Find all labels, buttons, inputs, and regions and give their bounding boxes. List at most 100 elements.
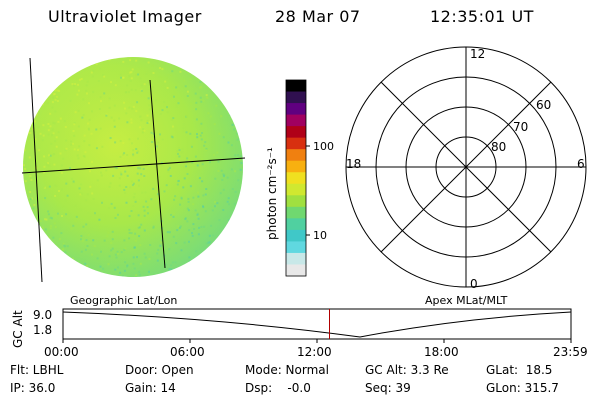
time-tick-2359: 23:59: [553, 345, 588, 359]
speckle-dot: [137, 179, 140, 182]
altitude-frame: [62, 308, 572, 340]
speckle-dot: [179, 225, 182, 228]
speckle-dot: [237, 96, 240, 99]
speckle-dot: [132, 182, 135, 185]
door-status: Door: Open: [125, 363, 194, 377]
speckle-dot: [158, 75, 161, 78]
speckle-dot: [117, 213, 119, 216]
speckle-dot: [178, 149, 181, 152]
speckle-dot: [161, 109, 164, 112]
speckle-dot: [64, 149, 67, 152]
speckle-dot: [31, 64, 34, 67]
speckle-dot: [128, 237, 131, 240]
speckle-dot: [193, 100, 196, 103]
speckle-dot: [53, 222, 56, 225]
speckle-dot: [188, 229, 191, 232]
speckle-dot: [46, 60, 48, 63]
speckle-dot: [184, 218, 187, 221]
speckle-dot: [174, 261, 177, 264]
speckle-dot: [215, 104, 218, 107]
speckle-dot: [125, 201, 128, 204]
colorbar-band: [286, 149, 306, 162]
speckle-dot: [198, 132, 201, 135]
speckle-dot: [193, 134, 195, 137]
speckle-dot: [49, 196, 52, 198]
speckle-dot: [51, 69, 54, 72]
speckle-dot: [176, 61, 179, 64]
glat-status: GLat: 18.5: [486, 363, 553, 377]
speckle-dot: [199, 134, 202, 137]
speckle-dot: [107, 231, 110, 234]
speckle-dot: [158, 175, 161, 178]
speckle-dot: [136, 101, 139, 104]
speckle-dot: [77, 157, 80, 160]
speckle-dot: [130, 118, 133, 121]
speckle-dot: [120, 251, 123, 254]
colorbar-band: [286, 218, 306, 231]
speckle-dot: [163, 190, 166, 193]
colorbar-band: [286, 103, 306, 116]
colorbar: [285, 79, 310, 277]
speckle-dot: [41, 139, 44, 142]
speckle-dot: [103, 239, 106, 242]
speckle-dot: [126, 174, 129, 177]
speckle-dot: [199, 81, 202, 83]
speckle-dot: [123, 188, 126, 191]
speckle-dot: [183, 177, 186, 180]
speckle-dot: [52, 236, 55, 239]
speckle-dot: [74, 111, 77, 114]
speckle-dot: [47, 210, 50, 213]
speckle-dot: [240, 123, 243, 126]
speckle-dot: [204, 210, 207, 213]
speckle-dot: [157, 141, 160, 144]
speckle-dot: [99, 265, 102, 268]
speckle-dot: [26, 231, 29, 234]
mlt-label-12: 12: [470, 47, 486, 61]
speckle-dot: [231, 255, 234, 258]
speckle-dot: [196, 213, 199, 216]
speckle-dot: [85, 84, 88, 87]
altitude-panel: [62, 308, 572, 343]
speckle-dot: [56, 247, 59, 250]
speckle-dot: [77, 89, 80, 92]
speckle-dot: [30, 178, 33, 181]
speckle-dot: [236, 245, 239, 247]
speckle-dot: [217, 160, 220, 163]
speckle-dot: [139, 226, 141, 229]
speckle-dot: [131, 68, 134, 71]
latitude-line: [21, 157, 246, 174]
speckle-dot: [124, 247, 127, 250]
speckle-dot: [191, 165, 194, 168]
speckle-dot: [200, 138, 203, 141]
speckle-dot: [178, 155, 181, 158]
speckle-dot: [33, 83, 36, 86]
speckle-dot: [187, 209, 190, 212]
speckle-dot: [123, 152, 126, 155]
speckle-dot: [218, 132, 221, 135]
speckle-dot: [111, 238, 114, 241]
speckle-dot: [85, 239, 88, 242]
time-tick-0600: 06:00: [170, 345, 205, 359]
speckle-dot: [186, 90, 189, 93]
speckle-dot: [227, 141, 230, 144]
speckle-dot: [114, 253, 117, 256]
speckle-dot: [202, 194, 205, 197]
speckle-dot: [125, 91, 128, 94]
speckle-dot: [91, 75, 94, 78]
speckle-dot: [197, 217, 200, 220]
speckle-dot: [161, 239, 164, 242]
speckle-dot: [84, 151, 87, 154]
speckle-dot: [80, 235, 83, 237]
speckle-dot: [80, 61, 83, 64]
speckle-dot: [159, 244, 162, 247]
speckle-dot: [57, 131, 60, 134]
speckle-dot: [63, 69, 66, 72]
speckle-dot: [91, 269, 94, 272]
speckle-dot: [147, 97, 150, 100]
speckle-dot: [149, 244, 152, 246]
speckle-dot: [80, 250, 83, 253]
speckle-dot: [220, 115, 223, 118]
speckle-dot: [124, 107, 126, 110]
speckle-dot: [209, 63, 212, 66]
speckle-dot: [107, 207, 110, 210]
